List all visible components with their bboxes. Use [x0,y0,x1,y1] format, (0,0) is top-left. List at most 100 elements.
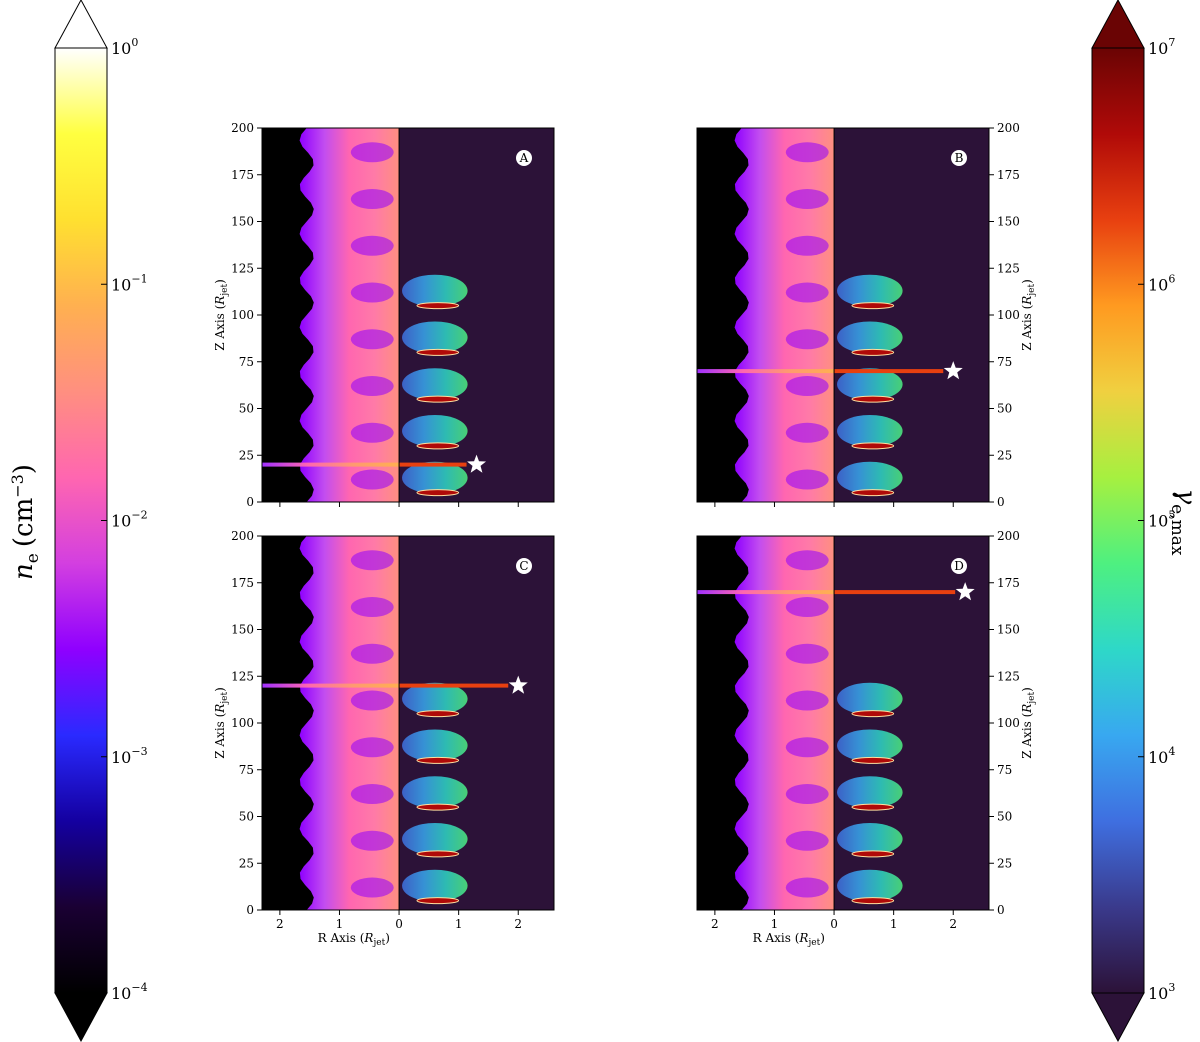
gamma-hotspot [416,395,460,403]
panel-C: C 0 25 50 75 100 125 150 175 200 Z Axis (Rjet) 2 1 0 1… [213,529,555,948]
star-marker [955,582,975,601]
density-knot [350,597,394,618]
density-knot [785,877,829,898]
gamma-plume [837,274,903,307]
y-tick-label: 100 [231,716,254,730]
gamma-hotspot [851,302,895,310]
colorbar-tick-label: 106 [1148,272,1175,294]
density-knot [785,597,829,618]
gamma-plume [837,822,903,855]
y-tick-label: 0 [997,903,1005,917]
y-tick-label: 50 [239,810,254,824]
gamma-plume [837,461,903,494]
y-tick-label: 150 [997,215,1020,229]
panel-image [697,536,989,910]
gamma-hotspot [851,897,895,905]
density-knot [350,422,394,443]
panel-badge [951,150,967,166]
panel-image [262,128,554,502]
density-shock-layer [262,462,400,467]
gamma-hotspot [416,348,460,356]
y-tick-label: 100 [997,716,1020,730]
gamma-plume [402,822,468,855]
gamma-shock-layer [399,683,509,688]
gamma-hotspot [416,756,460,764]
density-jet [299,536,400,910]
gamma-plume [837,682,903,715]
panel-badge-label: A [519,151,529,165]
colorbar-tick-label: 105 [1148,509,1175,531]
y-tick-label: 100 [231,308,254,322]
y-tick-label: 0 [246,495,254,509]
gamma-hotspot [416,803,460,811]
panel-badge-label: D [954,559,964,573]
gamma-hotspot [416,710,460,718]
density-knot [350,376,394,397]
panel-B: B 0 25 50 75 100 125 150 175 200 Z Axis (Rjet) [696,121,1037,509]
gamma-shock-layer [834,369,944,374]
y-tick-label: 125 [231,261,254,275]
panel-badge [951,558,967,574]
left-colorbar: 100 10−1 10−2 10−3 10−4 ne(cm−3) [8,0,148,1042]
density-jet [299,128,400,502]
density-knot [350,877,394,898]
density-knot [785,784,829,805]
y-axis-label: Z Axis (Rjet) [213,687,230,759]
panel-image [262,536,554,910]
gamma-plume [837,776,903,809]
y-tick-label: 100 [997,308,1020,322]
y-tick-label: 175 [997,576,1020,590]
right-colorbar: 107 106 105 104 103 γe,max [1091,0,1200,1042]
density-knot [350,282,394,303]
gamma-shock-layer [834,590,956,595]
gamma-shock-layer [399,462,467,467]
density-knot [785,550,829,571]
colorbar-tick-label: 107 [1148,36,1175,58]
panel-badge [516,150,532,166]
y-tick-label: 50 [997,810,1012,824]
density-shock-layer [697,369,835,374]
y-tick-label: 200 [997,529,1020,543]
x-tick-label: 1 [336,917,344,931]
density-jet [734,128,835,502]
y-tick-label: 75 [997,763,1012,777]
gamma-hotspot [851,803,895,811]
left-colorbar-label: ne(cm−3) [8,464,43,580]
gamma-plume [402,869,468,902]
density-knot [785,282,829,303]
gamma-plume [837,414,903,447]
x-tick-label: 1 [455,917,463,931]
gamma-hotspot [851,395,895,403]
panel-badge-label: B [955,151,964,165]
x-tick-label: 2 [276,917,284,931]
y-axis-label: Z Axis (Rjet) [1020,687,1037,759]
y-tick-label: 75 [239,763,254,777]
y-tick-label: 200 [231,121,254,135]
colorbar-top-extension [54,0,108,49]
panel-D: D 0 25 50 75 100 125 150 175 200 Z Axis (Rjet) 2 1 0 1… [696,529,1037,948]
gamma-plume [837,321,903,354]
y-tick-label: 0 [997,495,1005,509]
x-tick-label: 0 [395,917,403,931]
density-knot [785,737,829,758]
y-tick-label: 25 [239,448,254,462]
density-knot [350,142,394,163]
density-knot [350,784,394,805]
y-tick-label: 75 [239,355,254,369]
density-knot [350,235,394,256]
y-axis-label: Z Axis (Rjet) [213,279,230,351]
colorbar-tick-label: 10−1 [111,272,148,294]
density-jet [734,536,835,910]
gamma-plume [402,321,468,354]
x-axis-label: R Axis (Rjet) [318,931,390,948]
y-tick-label: 125 [997,261,1020,275]
colorbar-gradient [54,47,108,994]
density-knot [785,422,829,443]
gamma-hotspot [851,442,895,450]
star-marker [943,361,963,380]
gamma-hotspot [851,756,895,764]
star-marker [508,675,528,694]
y-tick-label: 25 [997,448,1012,462]
y-tick-label: 75 [997,355,1012,369]
x-tick-label: 1 [890,917,898,931]
